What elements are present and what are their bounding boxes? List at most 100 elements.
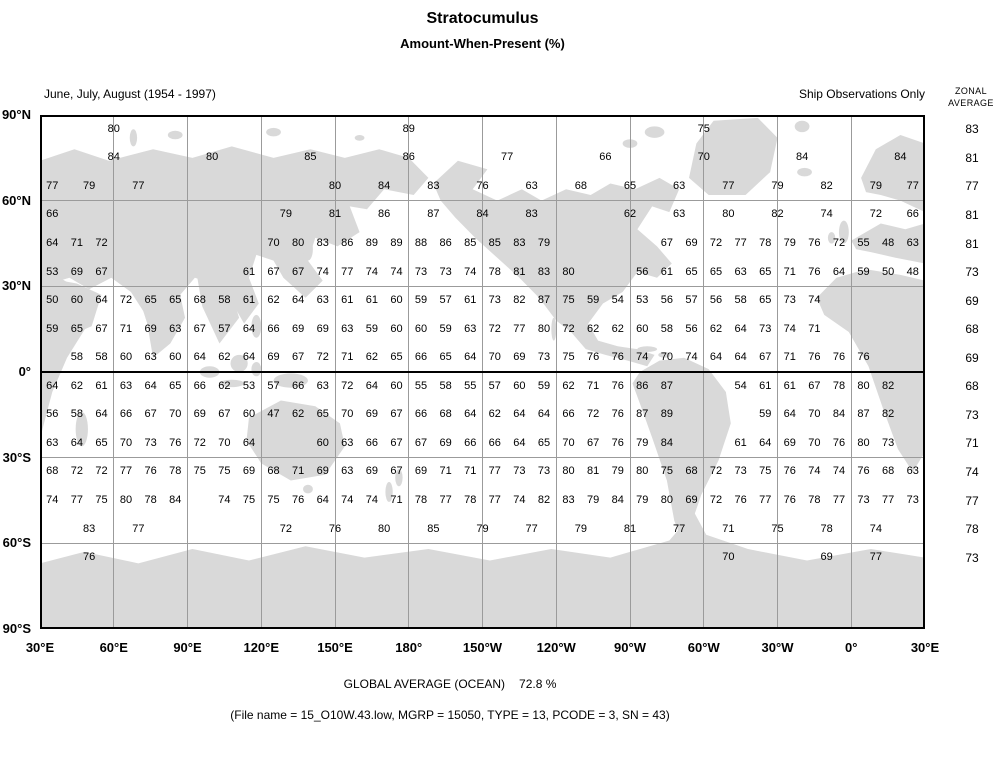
zonal-average-value: 68 [965, 322, 979, 337]
cell-value: 74 [464, 265, 477, 278]
cell-value: 84 [795, 151, 809, 164]
cell-value: 60 [414, 322, 428, 335]
cell-value: 76 [808, 237, 821, 249]
cell-value: 78 [808, 494, 821, 506]
cell-value: 83 [562, 494, 575, 506]
cell-value: 77 [439, 494, 452, 506]
cell-value: 65 [70, 322, 83, 335]
cell-value: 72 [95, 237, 108, 249]
cell-value: 61 [365, 294, 378, 307]
landmass-island [219, 379, 245, 388]
cell-value: 73 [537, 465, 551, 478]
cell-value: 78 [820, 522, 833, 535]
cell-value: 64 [144, 379, 157, 392]
cell-value: 79 [83, 179, 96, 192]
cell-value: 58 [70, 408, 83, 421]
cell-value: 65 [95, 436, 108, 449]
cell-value: 61 [242, 265, 256, 278]
landmass-island [129, 129, 138, 147]
lon-tick-label: 120°E [243, 640, 280, 655]
cell-value: 83 [316, 237, 329, 249]
landmass-island [303, 237, 313, 261]
cell-value: 63 [316, 294, 329, 307]
cell-value: 62 [365, 351, 378, 364]
global-average-line: GLOBAL AVERAGE (OCEAN) 72.8 % [0, 677, 900, 691]
cell-value: 80 [292, 237, 305, 249]
cell-value: 76 [783, 494, 796, 506]
cell-value: 55 [857, 237, 870, 249]
cell-value: 77 [70, 494, 83, 506]
cell-value: 69 [513, 351, 526, 364]
cell-value: 70 [341, 408, 354, 421]
cell-value: 63 [144, 351, 157, 364]
cell-value: 80 [722, 208, 735, 221]
landmass-island [838, 220, 849, 244]
map-border-top [40, 115, 925, 117]
cell-value: 87 [636, 408, 649, 421]
cell-value: 70 [267, 237, 280, 249]
cell-value: 79 [611, 465, 624, 478]
cell-value: 62 [488, 408, 501, 421]
lat-tick-label: 90°S [2, 621, 31, 636]
cell-value: 84 [476, 208, 489, 221]
cell-value: 85 [488, 237, 501, 249]
cell-value: 75 [218, 465, 231, 478]
cell-value: 82 [537, 494, 551, 506]
cell-value: 65 [709, 265, 723, 278]
cell-value: 80 [660, 494, 673, 506]
lon-tick-label: 0° [845, 640, 858, 655]
cell-value: 60 [636, 322, 649, 335]
cell-value: 65 [144, 294, 157, 307]
cell-value: 75 [562, 351, 575, 364]
zonal-average-value: 74 [965, 464, 979, 479]
cell-value: 68 [439, 408, 452, 421]
equator-line [40, 371, 925, 373]
cell-value: 71 [341, 351, 354, 364]
cell-value: 86 [636, 379, 649, 392]
cell-value: 63 [525, 179, 538, 192]
landmass-island [827, 232, 836, 244]
cell-value: 66 [599, 151, 612, 164]
cell-value: 75 [95, 494, 108, 506]
cell-value: 76 [808, 265, 821, 278]
cell-value: 79 [587, 494, 600, 506]
cell-value: 76 [328, 522, 342, 535]
cell-value: 48 [906, 265, 919, 278]
cell-value: 72 [832, 237, 846, 249]
cell-value: 74 [808, 465, 821, 478]
cell-value: 68 [267, 465, 280, 478]
landmass-scandinavia [861, 134, 925, 213]
cell-value: 65 [169, 294, 182, 307]
cell-value: 73 [144, 436, 157, 449]
zonal-header-line1: ZONAL [954, 86, 987, 96]
landmass-africa-west [816, 269, 925, 472]
cell-value: 69 [242, 465, 256, 478]
map-border-left [40, 115, 42, 629]
cell-value: 75 [562, 294, 575, 307]
cell-value: 80 [119, 494, 133, 506]
cell-value: 76 [611, 408, 624, 421]
lat-tick-label: 0° [18, 364, 31, 379]
landmass-india [138, 274, 188, 350]
cell-value: 70 [562, 436, 575, 449]
cell-value: 69 [292, 322, 305, 335]
cell-value: 60 [513, 379, 526, 392]
lon-tick-label: 150°W [462, 640, 503, 655]
zonal-average-column-header: ZONAL AVERAGE [944, 85, 998, 109]
cell-value: 75 [759, 465, 772, 478]
cell-value: 71 [783, 351, 796, 364]
cell-value: 82 [882, 408, 895, 421]
cell-value: 78 [759, 237, 772, 249]
cell-value: 59 [587, 294, 600, 307]
cell-value: 69 [365, 465, 378, 478]
cell-value: 76 [476, 179, 489, 192]
cell-value: 89 [365, 237, 378, 249]
cell-value: 77 [722, 179, 735, 192]
chart-subtitle: Amount-When-Present (%) [400, 36, 565, 51]
cell-value: 77 [734, 237, 747, 249]
cell-value: 56 [660, 294, 673, 307]
cell-value: 67 [390, 465, 403, 478]
cell-value: 79 [869, 179, 882, 192]
cell-value: 71 [439, 465, 452, 478]
cell-value: 72 [279, 522, 292, 535]
